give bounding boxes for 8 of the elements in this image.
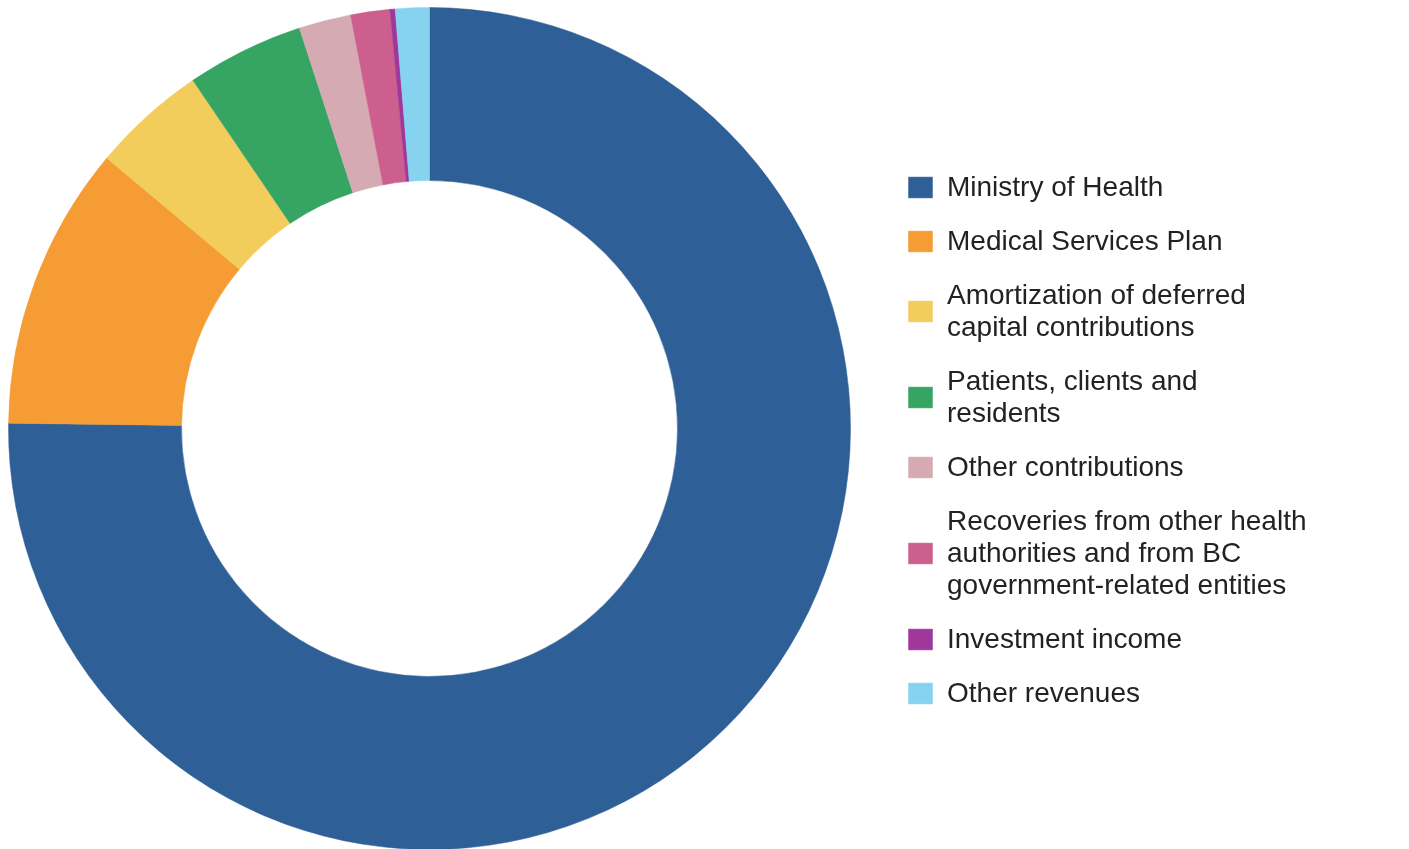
- legend-label: Ministry of Health: [947, 171, 1164, 203]
- legend-label: Patients, clients and residents: [947, 365, 1198, 429]
- legend-label: Other contributions: [947, 451, 1184, 483]
- legend-label: Amortization of deferred capital contributions: [947, 279, 1246, 343]
- legend-label: Investment income: [947, 623, 1182, 655]
- legend-label: Other revenues: [947, 677, 1140, 709]
- legend-label: Recoveries from other health authorities and from BC government-related entities: [947, 505, 1307, 601]
- legend-label: Medical Services Plan: [947, 225, 1223, 257]
